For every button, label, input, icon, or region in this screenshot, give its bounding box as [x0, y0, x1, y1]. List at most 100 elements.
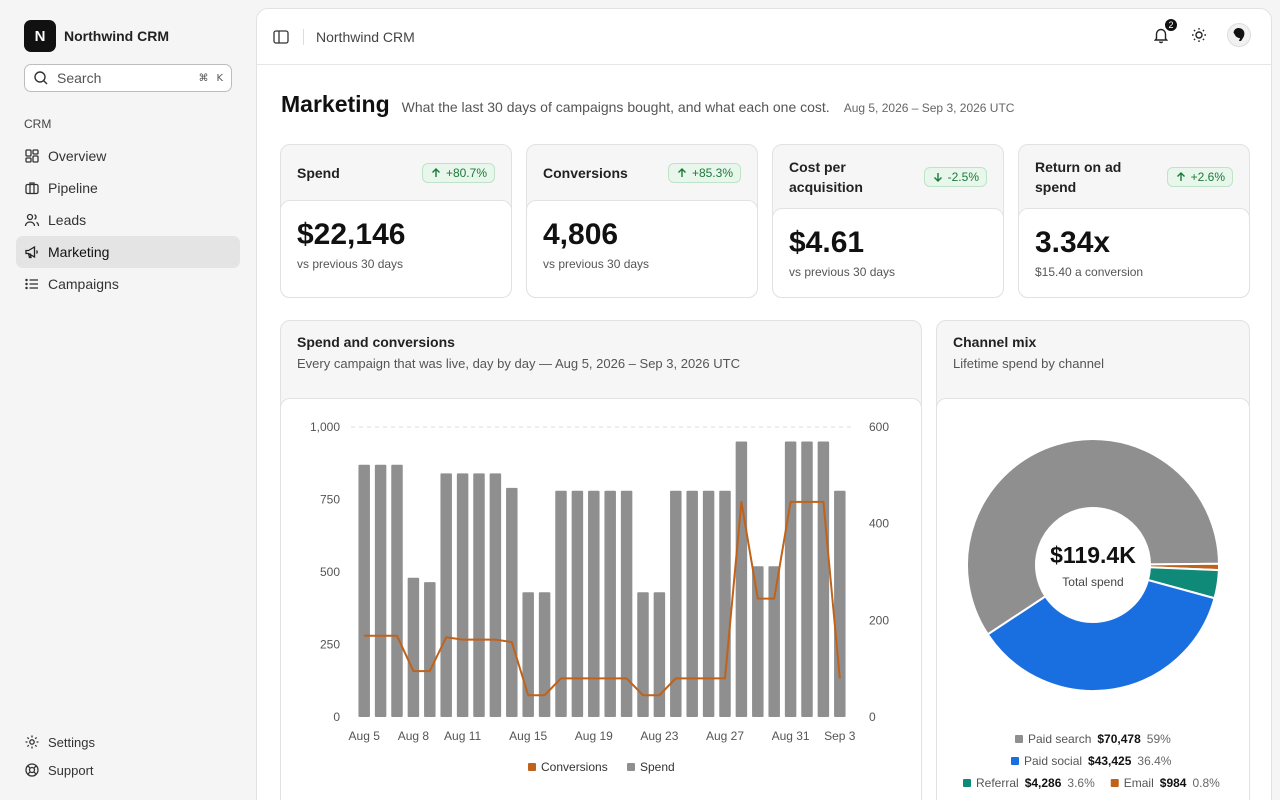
spend-bar[interactable]	[637, 592, 649, 717]
kpi-note: vs previous 30 days	[789, 265, 896, 279]
spend-bar[interactable]	[538, 592, 551, 717]
search-input[interactable]: Search ⌘ K	[24, 64, 232, 92]
megaphone-icon	[25, 245, 38, 259]
legend-item-email: Email $984 0.8%	[1110, 776, 1220, 790]
spend-bar[interactable]	[801, 441, 813, 718]
spend-bar[interactable]	[588, 490, 600, 717]
spend-bar[interactable]	[391, 464, 403, 717]
sidebar-item-marketing[interactable]: Marketing	[16, 236, 240, 268]
spend-bar[interactable]	[784, 441, 797, 718]
chart-body: $119.4K Total spend Paid search $70,478 59% P…	[937, 398, 1249, 800]
sidebar-item-overview[interactable]: Overview	[16, 140, 240, 172]
spend-bar[interactable]	[719, 490, 731, 717]
sidebar-item-pipeline[interactable]: Pipeline	[16, 172, 240, 204]
y-right-tick-label: 0	[869, 710, 876, 724]
x-tick-label: Aug 27	[706, 729, 744, 743]
spend-bar[interactable]	[604, 490, 616, 717]
users-icon	[24, 213, 40, 227]
legend-swatch	[1011, 757, 1019, 765]
x-tick-label: Aug 23	[640, 729, 678, 743]
sidebar-item-settings[interactable]: Settings	[16, 728, 240, 756]
y-right-tick-label: 200	[869, 613, 889, 627]
kpi-delta-badge: +85.3%	[667, 163, 741, 183]
spend-bar[interactable]	[702, 490, 715, 717]
notifications-button[interactable]: 2	[1151, 17, 1179, 45]
kpi-delta-value: -2.5%	[947, 170, 979, 184]
spend-bar[interactable]	[752, 566, 764, 717]
legend-swatch	[1110, 779, 1119, 787]
main-panel: Northwind CRM 2 Marketing What the last …	[256, 8, 1272, 800]
donut-center-value: $119.4K	[1050, 542, 1136, 568]
sun-icon	[1192, 28, 1206, 42]
legend-label-conversions: Conversions	[541, 760, 608, 774]
brand[interactable]: N Northwind CRM	[24, 20, 169, 52]
spend-bar[interactable]	[358, 464, 370, 717]
spend-bar[interactable]	[817, 441, 830, 718]
page-date-range: Aug 5, 2026 – Sep 3, 2026 UTC	[843, 101, 1015, 115]
sidebar-bottom-nav: Settings Support	[16, 728, 240, 784]
pie-slice-paid-social[interactable]	[986, 578, 1216, 692]
kpi-card-conversions: Conversions +85.3% 4,806 vs previous 30 …	[526, 144, 758, 298]
kpi-note: vs previous 30 days	[543, 257, 650, 271]
y-right-tick-label: 600	[869, 420, 889, 434]
kpi-value: 4,806	[543, 218, 619, 251]
arrow-up-icon	[431, 168, 440, 177]
list-icon	[25, 278, 38, 290]
kpi-label: Conversions	[543, 165, 628, 181]
sidebar-item-label: Overview	[48, 148, 107, 164]
arrow-down-icon	[933, 173, 942, 182]
spend-bar[interactable]	[653, 592, 666, 717]
spend-bar[interactable]	[456, 473, 469, 717]
legend-swatch-spend	[627, 763, 635, 771]
spend-bar[interactable]	[555, 490, 567, 717]
legend-pct: 36.4%	[1137, 754, 1171, 768]
spend-bar[interactable]	[522, 592, 534, 717]
spend-bar[interactable]	[670, 490, 682, 717]
breadcrumb[interactable]: Northwind CRM	[316, 28, 415, 45]
search-placeholder: Search	[57, 70, 102, 86]
legend-label: Referral	[976, 776, 1019, 790]
spend-bar[interactable]	[735, 441, 748, 718]
spend-bar[interactable]	[506, 487, 518, 717]
pie-slice-paid-search[interactable]	[966, 438, 1221, 636]
avatar-icon	[1233, 27, 1245, 41]
kpi-value: $4.61	[789, 226, 865, 259]
spend-bar[interactable]	[686, 490, 698, 717]
spend-bar[interactable]	[768, 566, 780, 717]
spend-bar[interactable]	[489, 473, 502, 717]
sidebar: N Northwind CRM Search ⌘ K CRM Overview …	[0, 0, 256, 800]
search-icon	[34, 71, 48, 85]
kpi-card-cpa: Cost per acquisition -2.5% $4.61 vs prev…	[772, 144, 1004, 298]
sidebar-item-label: Settings	[48, 734, 95, 750]
theme-toggle-button[interactable]	[1189, 25, 1209, 45]
y-left-tick-label: 500	[320, 565, 340, 579]
sidebar-item-leads[interactable]: Leads	[16, 204, 240, 236]
dashboard-icon	[25, 149, 39, 163]
spend-bar[interactable]	[374, 464, 387, 717]
user-avatar[interactable]	[1227, 23, 1251, 47]
spend-bar[interactable]	[571, 490, 584, 717]
spend-bar[interactable]	[440, 473, 452, 717]
conversions-line	[364, 500, 841, 697]
legend-pct: 0.8%	[1192, 776, 1220, 790]
arrow-up-icon	[1176, 172, 1185, 181]
shortcut-key: K	[216, 72, 223, 84]
sidebar-item-campaigns[interactable]: Campaigns	[16, 268, 240, 300]
x-tick-label: Aug 19	[575, 729, 613, 743]
sidebar-item-support[interactable]: Support	[16, 756, 240, 784]
spend-bar[interactable]	[620, 490, 633, 717]
sidebar-toggle-button[interactable]	[271, 27, 291, 47]
y-right-tick-label: 400	[869, 517, 889, 531]
briefcase-icon	[25, 182, 39, 195]
legend-label-spend: Spend	[640, 760, 675, 774]
spend-bar[interactable]	[473, 473, 485, 717]
spend-bar[interactable]	[424, 582, 436, 717]
kpi-delta-badge: +80.7%	[421, 163, 495, 183]
legend-label: Paid search	[1028, 732, 1091, 746]
kpi-note: vs previous 30 days	[297, 257, 404, 271]
spend-bar[interactable]	[834, 490, 846, 717]
spend-bar[interactable]	[407, 577, 420, 717]
x-tick-label: Aug 8	[398, 729, 430, 743]
topbar-divider	[303, 28, 304, 45]
topbar-actions: 2	[1151, 17, 1251, 47]
